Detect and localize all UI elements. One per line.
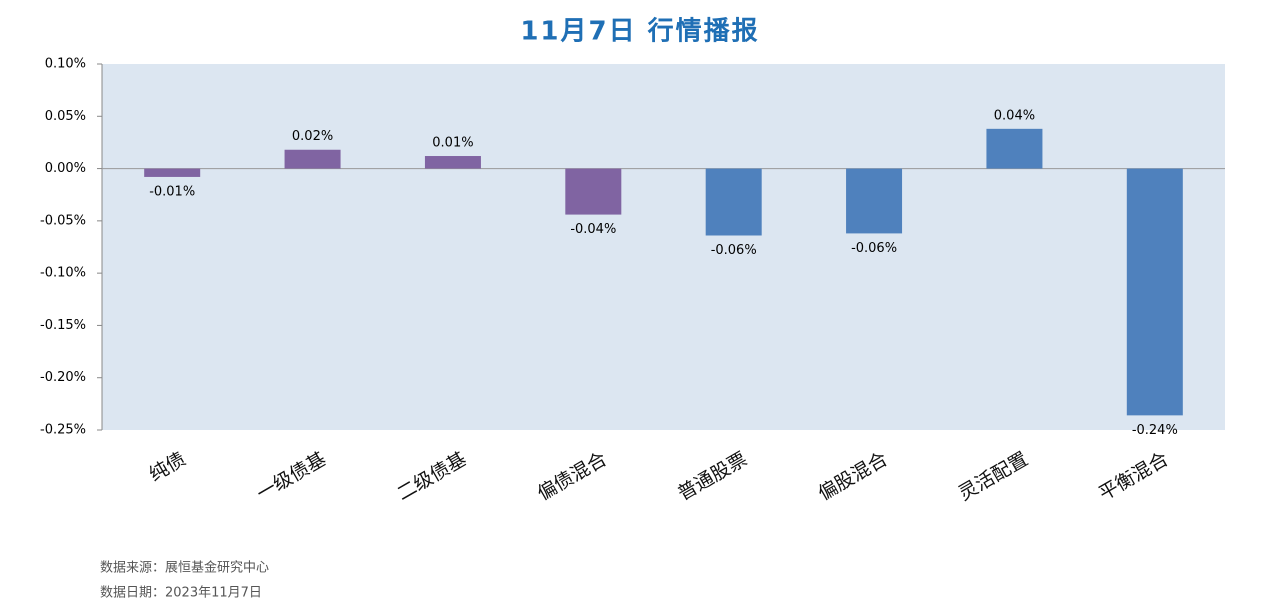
- x-tick-label: 纯债: [146, 448, 190, 486]
- y-tick-label: 0.05%: [45, 109, 86, 124]
- y-tick-label: -0.25%: [40, 423, 86, 438]
- y-tick-label: 0.00%: [45, 161, 86, 176]
- x-tick-label: 一级债基: [253, 448, 330, 505]
- x-tick-label: 灵活配置: [955, 448, 1032, 505]
- y-tick-label: -0.20%: [40, 370, 86, 385]
- chart-title: 11月7日 行情播报: [520, 16, 759, 47]
- value-label: -0.06%: [711, 243, 757, 258]
- bar: [424, 156, 481, 169]
- x-tick-label: 偏债混合: [534, 448, 611, 505]
- x-tick-label: 偏股混合: [814, 448, 891, 505]
- bar: [144, 168, 201, 177]
- bar: [986, 128, 1043, 169]
- value-label: -0.04%: [570, 222, 616, 237]
- bar: [1126, 168, 1183, 416]
- y-tick-label: 0.10%: [45, 57, 86, 72]
- value-label: 0.04%: [994, 108, 1035, 123]
- bar: [846, 168, 903, 234]
- plot-area: [102, 64, 1225, 430]
- bar: [284, 149, 341, 169]
- bar: [565, 168, 622, 215]
- value-label: 0.02%: [292, 129, 333, 144]
- value-label: -0.01%: [149, 184, 195, 199]
- date-note: 数据日期：2023年11月7日: [100, 586, 262, 601]
- bar: [705, 168, 762, 236]
- y-tick-label: -0.05%: [40, 213, 86, 228]
- source-note: 数据来源：展恒基金研究中心: [100, 560, 269, 576]
- x-tick-label: 平衡混合: [1095, 448, 1172, 505]
- x-tick-label: 普通股票: [674, 448, 751, 505]
- value-label: 0.01%: [432, 136, 473, 151]
- value-label: -0.06%: [851, 241, 897, 256]
- x-tick-label: 二级债基: [393, 448, 470, 505]
- value-label: -0.24%: [1132, 423, 1178, 438]
- y-tick-label: -0.10%: [40, 266, 86, 281]
- y-tick-label: -0.15%: [40, 318, 86, 333]
